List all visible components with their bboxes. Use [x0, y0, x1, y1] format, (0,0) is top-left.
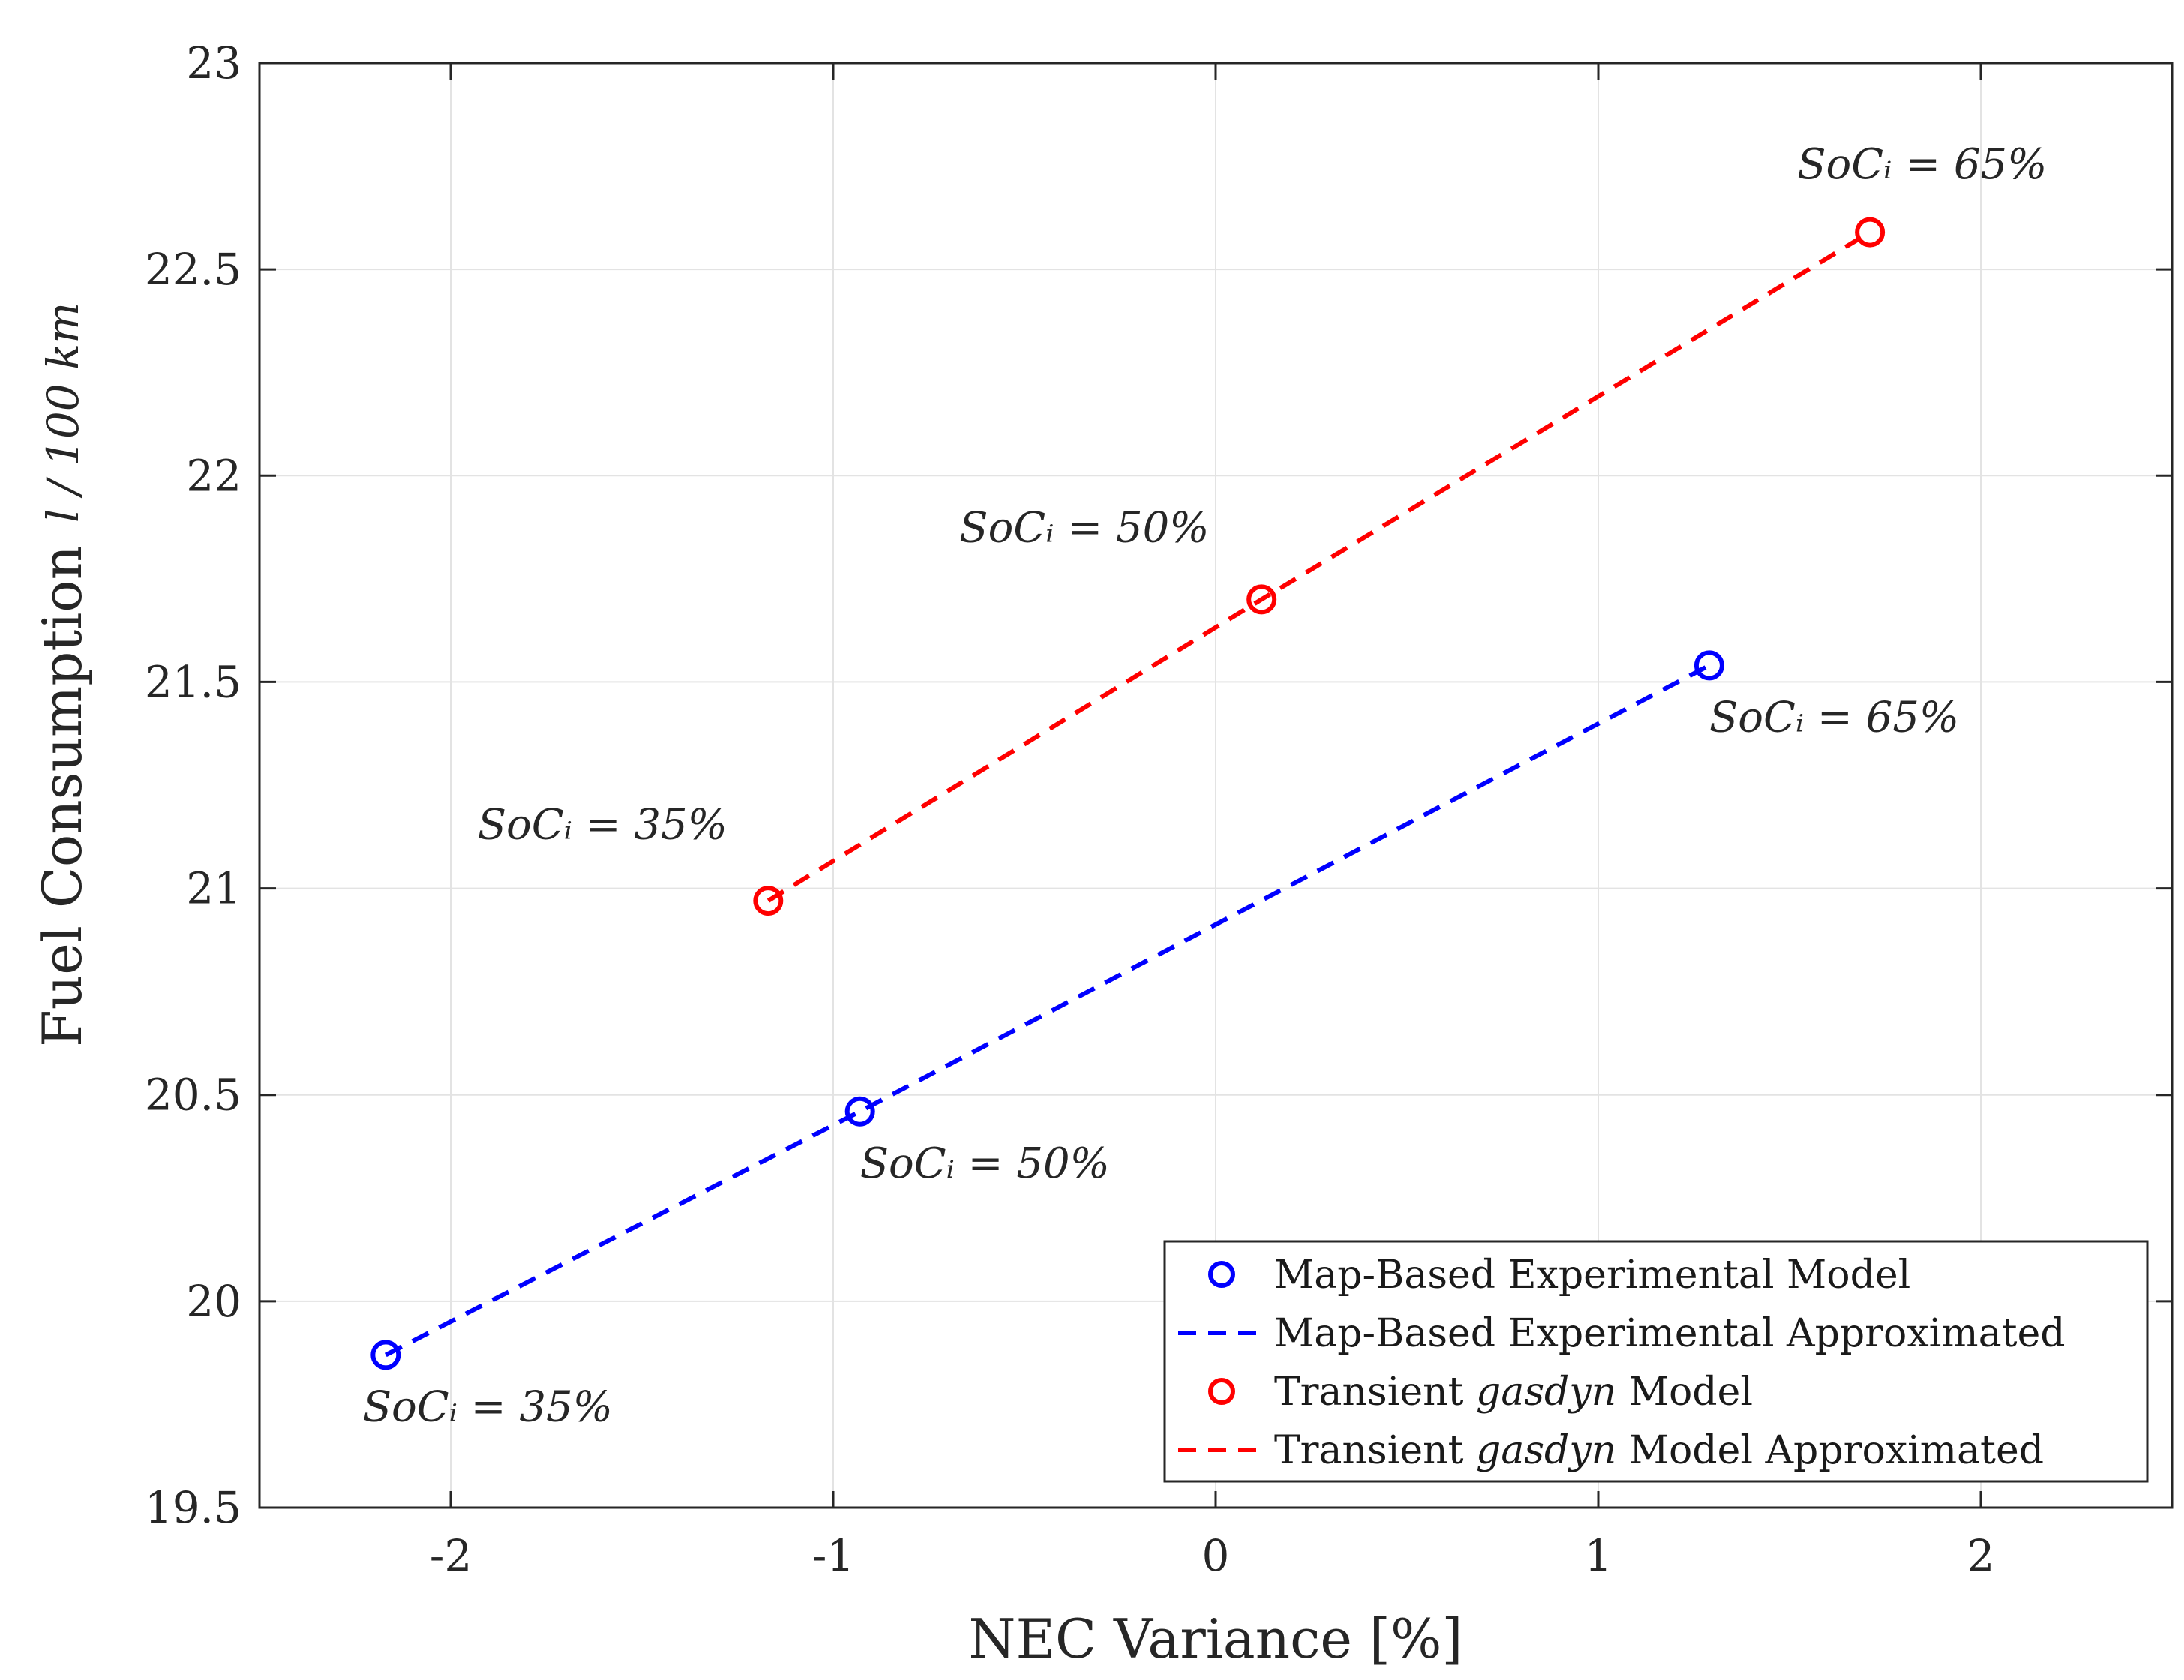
legend-label: Transient gasdyn Model — [1274, 1370, 1753, 1414]
x-tick-label: 1 — [1585, 1530, 1612, 1581]
data-point — [753, 886, 784, 916]
y-tick-label: 21.5 — [145, 656, 242, 707]
series-dashed — [384, 663, 1711, 1358]
soc-annotation: SoCᵢ = 65% — [1709, 693, 1959, 742]
soc-annotation: SoCᵢ = 50% — [860, 1139, 1110, 1188]
data-point — [1246, 584, 1277, 615]
soc-annotation: SoCᵢ = 65% — [1797, 140, 2047, 189]
soc-annotation: SoCᵢ = 35% — [478, 801, 728, 850]
legend-entry: Transient gasdyn Model Approximated — [1178, 1428, 2044, 1473]
x-tick-label: -1 — [812, 1530, 855, 1581]
y-tick-label: 20.5 — [145, 1070, 242, 1120]
y-tick-label: 21 — [186, 863, 242, 914]
series-markers — [753, 217, 1886, 916]
legend-entry: Map-Based Experimental Approximated — [1178, 1311, 2066, 1356]
x-tick-label: -2 — [430, 1530, 472, 1581]
legend-label-italic: gasdyn — [1476, 1370, 1616, 1414]
legend: Map-Based Experimental Model Map-Based Ex… — [1163, 1240, 2149, 1483]
legend-label-part: Transient — [1274, 1370, 1476, 1414]
soc-annotation: SoCᵢ = 35% — [363, 1382, 613, 1431]
series — [370, 217, 1886, 1370]
x-tick-label: 0 — [1202, 1530, 1230, 1581]
data-point — [1694, 650, 1724, 681]
legend-label-italic: gasdyn — [1476, 1428, 1616, 1473]
y-axis-label: Fuel Consumption l / 100 km — [31, 302, 94, 1047]
legend-label: Transient gasdyn Model Approximated — [1274, 1428, 2044, 1473]
legend-entry: Map-Based Experimental Model — [1208, 1252, 1910, 1298]
data-point — [370, 1340, 401, 1370]
legend-label-part: Map-Based Experimental Approximated — [1274, 1311, 2066, 1356]
legend-entry: Transient gasdyn Model — [1208, 1370, 1753, 1414]
data-point — [844, 1096, 875, 1126]
y-tick-label: 20 — [186, 1276, 242, 1327]
legend-label-part: Model Approximated — [1616, 1428, 2044, 1473]
annotations: SoCᵢ = 35% SoCᵢ = 50% SoCᵢ = 65% SoCᵢ = 35%… — [363, 140, 2048, 1431]
y-tick-label: 23 — [186, 38, 242, 88]
y-tick-label: 22.5 — [145, 244, 242, 295]
legend-marker — [1208, 1378, 1235, 1405]
soc-annotation: SoCᵢ = 50% — [959, 503, 1209, 552]
y-axis-label-text: Fuel Consumption — [31, 545, 94, 1047]
legend-label-part: Model — [1616, 1370, 1753, 1414]
legend-label-part: Map-Based Experimental Model — [1274, 1252, 1910, 1298]
series-markers — [370, 650, 1724, 1370]
legend-box — [1163, 1240, 2149, 1483]
series-dashed — [766, 230, 1871, 903]
grid — [260, 62, 2172, 1508]
legend-label: Map-Based Experimental Approximated — [1274, 1311, 2066, 1356]
ticks: -2 -1 0 1 2 19.5 20 20.5 21 21.5 22 22.5 23 — [145, 38, 2172, 1581]
legend-label: Map-Based Experimental Model — [1274, 1252, 1910, 1298]
data-point — [1855, 217, 1886, 248]
y-tick-label: 19.5 — [145, 1482, 242, 1533]
legend-marker — [1208, 1261, 1235, 1288]
x-tick-label: 2 — [1967, 1530, 1995, 1581]
series-line — [384, 663, 1711, 1358]
y-axis-unit: l / 100 km — [38, 302, 88, 523]
legend-label-part: Transient — [1274, 1428, 1476, 1473]
series-line — [766, 230, 1871, 903]
x-axis-label: NEC Variance [%] — [968, 1607, 1462, 1670]
y-tick-label: 22 — [186, 450, 242, 501]
